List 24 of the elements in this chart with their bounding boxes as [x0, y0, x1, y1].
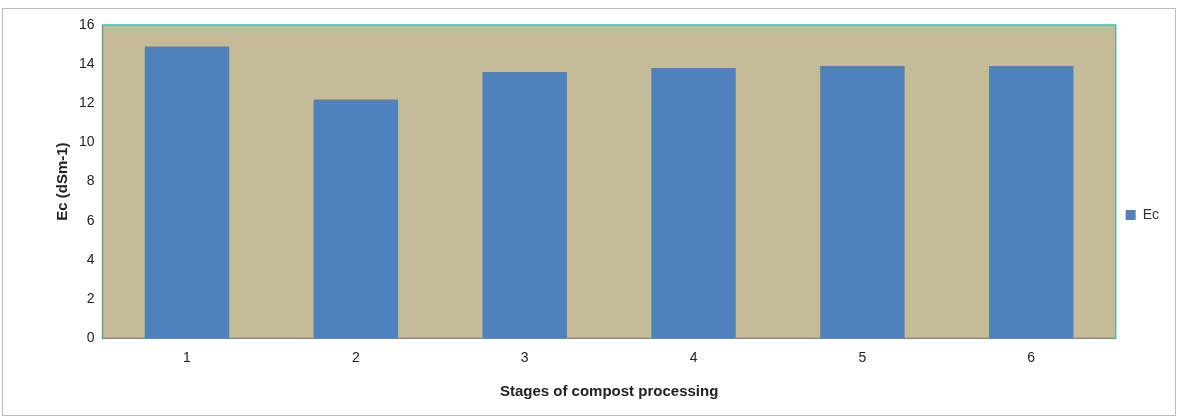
x-axis-title: Stages of compost processing: [499, 382, 719, 400]
bar: [989, 66, 1074, 339]
y-axis-title: Ec (dSm-1): [53, 142, 71, 221]
bar: [651, 68, 736, 339]
y-tick-label: 16: [78, 15, 95, 32]
legend-label: Ec: [1142, 205, 1160, 222]
y-tick-label: 14: [78, 55, 95, 72]
x-tick-label: 1: [183, 349, 192, 366]
y-tick-label: 8: [86, 172, 95, 189]
bar: [313, 99, 399, 339]
x-tick-label: 5: [858, 349, 867, 366]
y-tick-label: 0: [86, 329, 95, 346]
y-tick-label: 12: [78, 94, 95, 111]
x-tick-label: 2: [351, 349, 360, 366]
y-tick-label: 6: [86, 211, 95, 228]
bar: [820, 66, 905, 339]
x-tick-label: 4: [689, 349, 698, 366]
bar: [144, 46, 230, 339]
y-tick-label: 10: [78, 133, 95, 150]
y-tick-label: 2: [86, 289, 95, 306]
x-tick-label: 3: [520, 349, 529, 366]
x-tick-label: 6: [1027, 349, 1036, 366]
y-tick-label: 4: [86, 250, 95, 267]
bar: [482, 71, 567, 339]
